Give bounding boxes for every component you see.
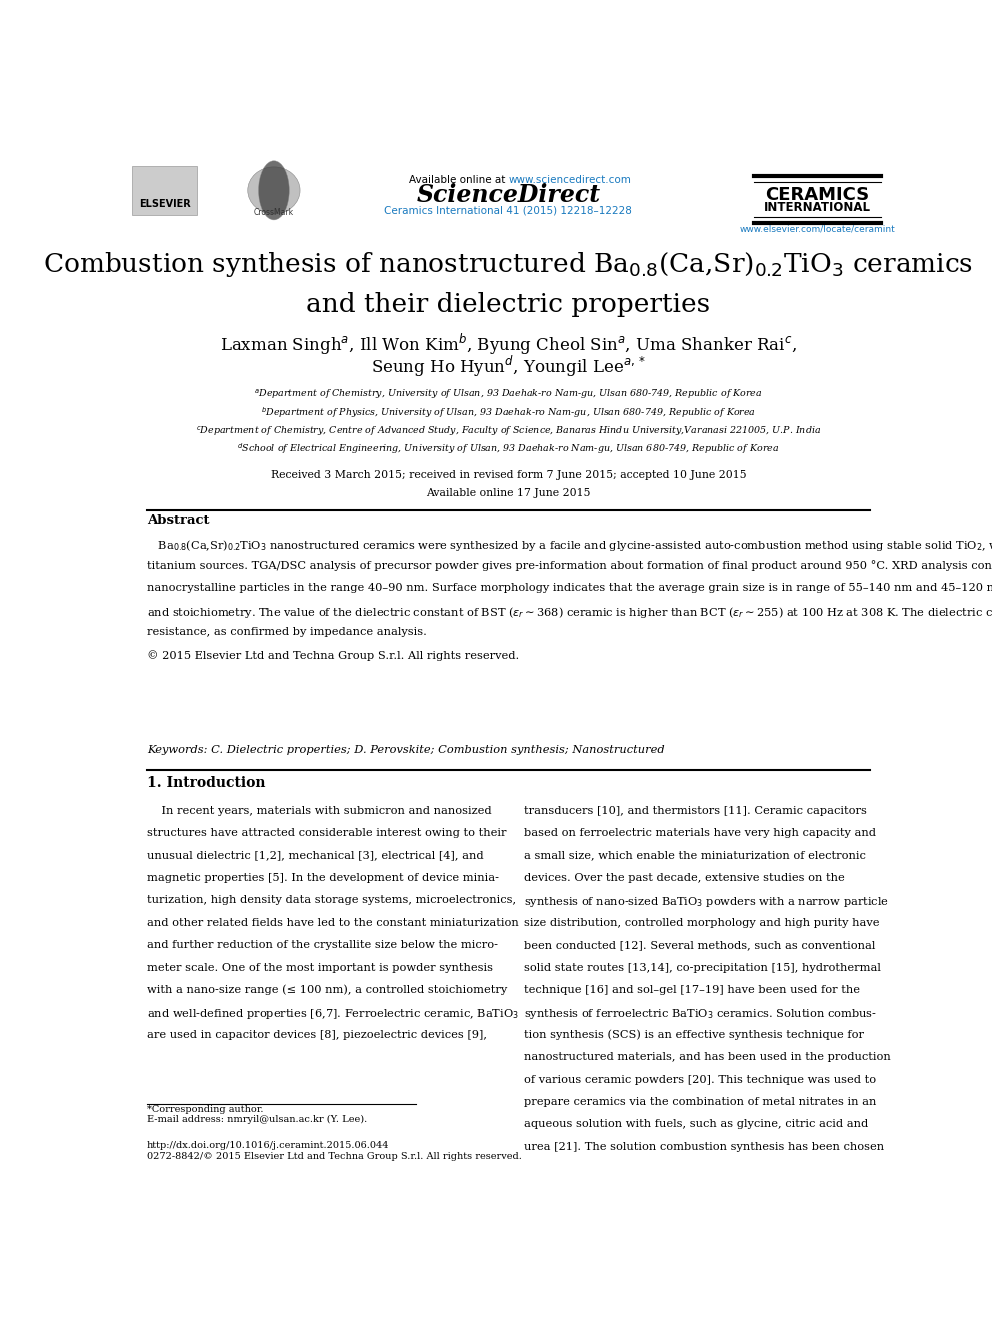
Text: ELSEVIER: ELSEVIER (139, 198, 190, 209)
Text: size distribution, controlled morphology and high purity have: size distribution, controlled morphology… (524, 918, 879, 927)
Text: a small size, which enable the miniaturization of electronic: a small size, which enable the miniaturi… (524, 851, 866, 860)
Text: urea [21]. The solution combustion synthesis has been chosen: urea [21]. The solution combustion synth… (524, 1142, 884, 1152)
Text: magnetic properties [5]. In the development of device minia-: magnetic properties [5]. In the developm… (147, 873, 499, 882)
Text: Received 3 March 2015; received in revised form 7 June 2015; accepted 10 June 20: Received 3 March 2015; received in revis… (271, 470, 746, 479)
Text: resistance, as confirmed by impedance analysis.: resistance, as confirmed by impedance an… (147, 627, 427, 638)
Text: © 2015 Elsevier Ltd and Techna Group S.r.l. All rights reserved.: © 2015 Elsevier Ltd and Techna Group S.r… (147, 650, 520, 660)
Text: Keywords: C. Dielectric properties; D. Perovskite; Combustion synthesis; Nanostr: Keywords: C. Dielectric properties; D. P… (147, 745, 665, 754)
Text: aqueous solution with fuels, such as glycine, citric acid and: aqueous solution with fuels, such as gly… (524, 1119, 868, 1130)
Text: CERAMICS: CERAMICS (766, 187, 870, 205)
Text: technique [16] and sol–gel [17–19] have been used for the: technique [16] and sol–gel [17–19] have … (524, 984, 860, 995)
Text: meter scale. One of the most important is powder synthesis: meter scale. One of the most important i… (147, 963, 493, 972)
Text: unusual dielectric [1,2], mechanical [3], electrical [4], and: unusual dielectric [1,2], mechanical [3]… (147, 851, 484, 860)
Text: nanostructured materials, and has been used in the production: nanostructured materials, and has been u… (524, 1052, 891, 1062)
Text: Abstract: Abstract (147, 513, 209, 527)
Text: transducers [10], and thermistors [11]. Ceramic capacitors: transducers [10], and thermistors [11]. … (524, 806, 867, 816)
Text: are used in capacitor devices [8], piezoelectric devices [9],: are used in capacitor devices [8], piezo… (147, 1029, 487, 1040)
Text: In recent years, materials with submicron and nanosized: In recent years, materials with submicro… (147, 806, 492, 816)
Text: based on ferroelectric materials have very high capacity and: based on ferroelectric materials have ve… (524, 828, 876, 837)
Ellipse shape (259, 161, 290, 220)
Text: Available online at: Available online at (409, 175, 509, 185)
Text: and their dielectric properties: and their dielectric properties (307, 292, 710, 318)
Text: www.sciencedirect.com: www.sciencedirect.com (509, 175, 631, 185)
Text: Seung Ho Hyun$^{d}$, Youngil Lee$^{a,*}$: Seung Ho Hyun$^{d}$, Youngil Lee$^{a,*}$ (371, 355, 646, 380)
Text: turization, high density data storage systems, microelectronics,: turization, high density data storage sy… (147, 896, 516, 905)
Text: and stoichiometry. The value of the dielectric constant of BST ($\varepsilon_r$$: and stoichiometry. The value of the diel… (147, 605, 992, 620)
Text: prepare ceramics via the combination of metal nitrates in an: prepare ceramics via the combination of … (524, 1097, 876, 1107)
Text: $^{b}$Department of Physics, University of Ulsan, 93 Daehak-ro Nam-gu, Ulsan 680: $^{b}$Department of Physics, University … (261, 405, 756, 419)
Text: 1. Introduction: 1. Introduction (147, 777, 266, 790)
Text: titanium sources. TGA/DSC analysis of precursor powder gives pre-information abo: titanium sources. TGA/DSC analysis of pr… (147, 560, 992, 572)
Text: *Corresponding author.: *Corresponding author. (147, 1105, 264, 1114)
Text: solid state routes [13,14], co-precipitation [15], hydrothermal: solid state routes [13,14], co-precipita… (524, 963, 881, 972)
Text: structures have attracted considerable interest owing to their: structures have attracted considerable i… (147, 828, 507, 837)
Text: and well-defined properties [6,7]. Ferroelectric ceramic, BaTiO$_3$: and well-defined properties [6,7]. Ferro… (147, 1007, 519, 1021)
Text: $^{c}$Department of Chemistry, Centre of Advanced Study, Faculty of Science, Ban: $^{c}$Department of Chemistry, Centre of… (195, 423, 821, 438)
Text: ScienceDirect: ScienceDirect (417, 184, 600, 208)
Ellipse shape (248, 167, 300, 214)
Bar (132, 165, 197, 214)
Text: Combustion synthesis of nanostructured Ba$_{0.8}$(Ca,Sr)$_{0.2}$TiO$_{3}$ cerami: Combustion synthesis of nanostructured B… (44, 250, 973, 279)
Text: Available online 17 June 2015: Available online 17 June 2015 (427, 488, 590, 497)
Text: Ba$_{0.8}$(Ca,Sr)$_{0.2}$TiO$_3$ nanostructured ceramics were synthesized by a f: Ba$_{0.8}$(Ca,Sr)$_{0.2}$TiO$_3$ nanostr… (147, 537, 992, 553)
Text: tion synthesis (SCS) is an effective synthesis technique for: tion synthesis (SCS) is an effective syn… (524, 1029, 864, 1040)
Text: $^{d}$School of Electrical Engineering, University of Ulsan, 93 Daehak-ro Nam-gu: $^{d}$School of Electrical Engineering, … (237, 442, 780, 456)
Text: INTERNATIONAL: INTERNATIONAL (764, 201, 871, 214)
Text: E-mail address: nmryil@ulsan.ac.kr (Y. Lee).: E-mail address: nmryil@ulsan.ac.kr (Y. L… (147, 1115, 367, 1125)
Text: CrossMark: CrossMark (254, 208, 294, 217)
Text: devices. Over the past decade, extensive studies on the: devices. Over the past decade, extensive… (524, 873, 844, 882)
Text: www.elsevier.com/locate/ceramint: www.elsevier.com/locate/ceramint (740, 225, 896, 234)
Text: nanocrystalline particles in the range 40–90 nm. Surface morphology indicates th: nanocrystalline particles in the range 4… (147, 582, 992, 593)
Text: http://dx.doi.org/10.1016/j.ceramint.2015.06.044: http://dx.doi.org/10.1016/j.ceramint.201… (147, 1142, 390, 1151)
Text: $^{a}$Department of Chemistry, University of Ulsan, 93 Daehak-ro Nam-gu, Ulsan 6: $^{a}$Department of Chemistry, Universit… (254, 388, 763, 401)
Text: 0272-8842/© 2015 Elsevier Ltd and Techna Group S.r.l. All rights reserved.: 0272-8842/© 2015 Elsevier Ltd and Techna… (147, 1151, 522, 1160)
Text: been conducted [12]. Several methods, such as conventional: been conducted [12]. Several methods, su… (524, 941, 875, 950)
Text: Ceramics International 41 (2015) 12218–12228: Ceramics International 41 (2015) 12218–1… (385, 205, 632, 216)
Text: of various ceramic powders [20]. This technique was used to: of various ceramic powders [20]. This te… (524, 1074, 876, 1085)
Text: Laxman Singh$^{a}$, Ill Won Kim$^{b}$, Byung Cheol Sin$^{a}$, Uma Shanker Rai$^{: Laxman Singh$^{a}$, Ill Won Kim$^{b}$, B… (220, 332, 797, 357)
Text: and further reduction of the crystallite size below the micro-: and further reduction of the crystallite… (147, 941, 498, 950)
Text: synthesis of nano-sized BaTiO$_3$ powders with a narrow particle: synthesis of nano-sized BaTiO$_3$ powder… (524, 896, 889, 909)
Text: synthesis of ferroelectric BaTiO$_3$ ceramics. Solution combus-: synthesis of ferroelectric BaTiO$_3$ cer… (524, 1007, 877, 1021)
Text: with a nano-size range (≤ 100 nm), a controlled stoichiometry: with a nano-size range (≤ 100 nm), a con… (147, 984, 507, 995)
Text: and other related fields have led to the constant miniaturization: and other related fields have led to the… (147, 918, 519, 927)
